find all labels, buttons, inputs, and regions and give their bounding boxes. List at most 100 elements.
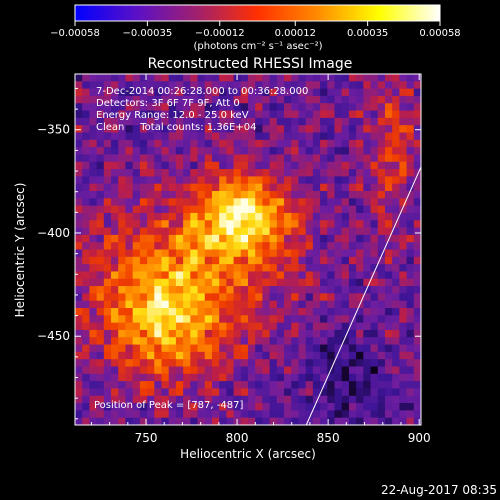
heatmap-cell [276,88,285,97]
heatmap-cell [406,191,415,199]
heatmap-cell [219,271,227,280]
heatmap-cell [96,410,105,419]
heatmap-cell [125,264,134,273]
heatmap-cell [240,286,249,294]
heatmap-cell [219,117,227,126]
heatmap-cell [384,403,393,411]
heatmap-cell [103,117,112,126]
heatmap-cell [248,417,256,425]
heatmap-cell [82,212,91,221]
heatmap-cell [89,381,98,390]
heatmap-cell [269,256,278,265]
heatmap-cell [298,395,307,404]
heatmap-cell [240,169,249,177]
heatmap-cell [248,125,256,134]
heatmap-cell [168,417,177,425]
heatmap-cell [233,271,242,280]
heatmap-cell [327,176,336,185]
heatmap-cell [240,293,249,302]
heatmap-cell [262,88,271,97]
heatmap-cell [183,308,191,316]
heatmap-cell [75,410,83,419]
heatmap-cell [406,300,415,309]
heatmap-cell [320,132,328,141]
heatmap-cell [89,388,98,397]
heatmap-cell [240,373,249,382]
heatmap-cell [312,227,321,236]
heatmap-cell [413,234,421,243]
x-tick-label: 850 [317,431,340,445]
colorbar-tick-label: −0.00058 [50,28,100,39]
heatmap-cell [183,198,191,207]
heatmap-cell [284,220,292,229]
heatmap-cell [89,74,98,82]
heatmap-cell [370,81,379,90]
heatmap-cell [226,110,235,119]
heatmap-cell [168,264,177,273]
heatmap-cell [291,286,300,294]
heatmap-cell [125,395,134,404]
heatmap-cell [183,344,191,353]
heatmap-cell [161,242,170,251]
heatmap-cell [305,227,314,236]
heatmap-cell [255,373,264,382]
heatmap-cell [348,373,357,382]
heatmap-cell [175,161,184,170]
heatmap-cell [89,300,98,309]
heatmap-cell [305,410,314,419]
heatmap-cell [233,147,242,156]
heatmap-cell [269,381,278,390]
heatmap-cell [348,410,357,419]
heatmap-cell [334,403,343,411]
colorbar-tick-label: 0.00058 [419,28,460,39]
heatmap-cell [154,278,163,287]
heatmap-cell [356,161,364,170]
heatmap-cell [118,169,127,177]
heatmap-cell [211,198,220,207]
heatmap-cell [269,264,278,273]
heatmap-cell [118,212,127,221]
heatmap-cell [312,395,321,404]
heatmap-cell [168,278,177,287]
heatmap-cell [291,242,300,251]
heatmap-cell [132,256,141,265]
heatmap-cell [363,154,372,163]
heatmap-cell [103,205,112,214]
heatmap-cell [269,344,278,353]
heatmap-cell [240,351,249,360]
heatmap-cell [334,264,343,273]
heatmap-cell [103,373,112,382]
heatmap-cell [96,176,105,185]
heatmap-cell [320,220,328,229]
heatmap-cell [320,169,328,177]
heatmap-cell [147,417,155,425]
heatmap-cell [291,139,300,148]
heatmap-cell [154,308,163,316]
heatmap-cell [298,351,307,360]
heatmap-cell [291,322,300,331]
heatmap-cell [370,249,379,258]
heatmap-cell [312,139,321,148]
heatmap-cell [175,366,184,375]
heatmap-cell [276,132,285,141]
heatmap-cell [197,308,206,316]
heatmap-cell [183,125,191,134]
heatmap-cell [370,395,379,404]
heatmap-cell [334,95,343,104]
heatmap-cell [356,249,364,258]
heatmap-cell [233,183,242,192]
heatmap-cell [111,410,119,419]
heatmap-cell [75,403,83,411]
heatmap-cell [312,351,321,360]
heatmap-cell [370,403,379,411]
heatmap-cell [298,169,307,177]
heatmap-cell [413,147,421,156]
heatmap-cell [406,147,415,156]
heatmap-cell [370,373,379,382]
heatmap-cell [132,337,141,346]
heatmap-cell [125,110,134,119]
heatmap-cell [255,125,264,134]
heatmap-cell [197,139,206,148]
heatmap-cell [305,110,314,119]
heatmap-cell [211,410,220,419]
